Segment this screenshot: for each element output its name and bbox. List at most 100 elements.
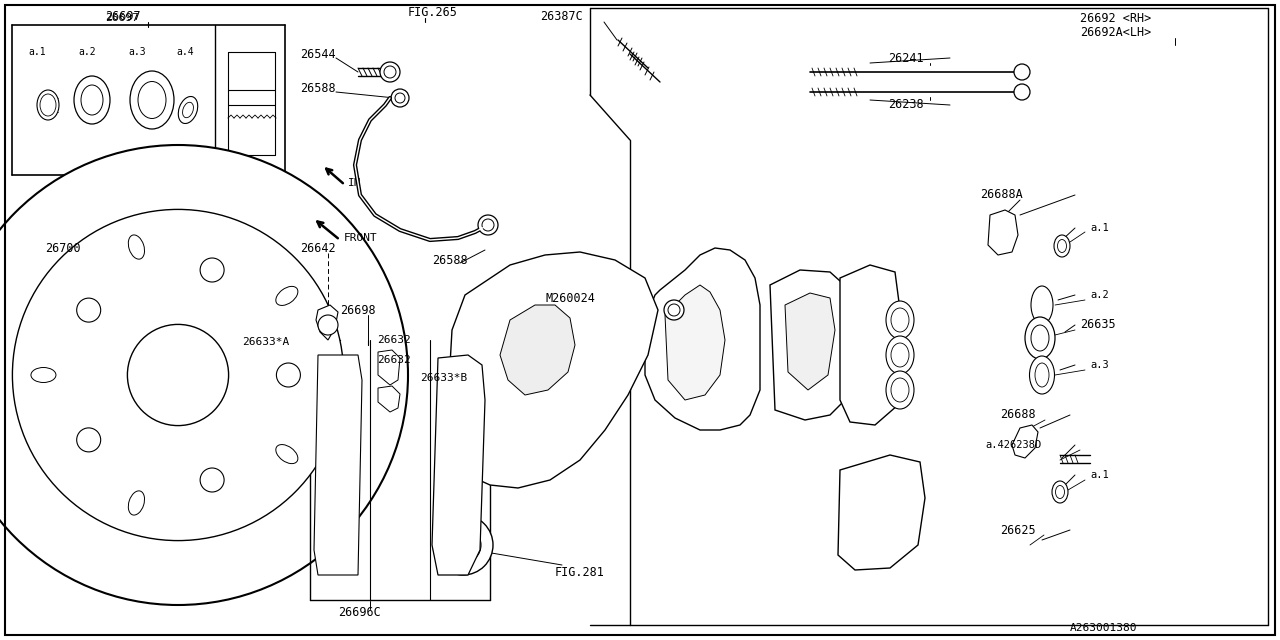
Text: 26241: 26241 [888,51,924,65]
Text: FRONT: FRONT [344,233,378,243]
Text: a.3: a.3 [1091,360,1108,370]
Text: a.1: a.1 [1091,470,1108,480]
Ellipse shape [37,90,59,120]
Ellipse shape [891,308,909,332]
Text: a.2: a.2 [1091,290,1108,300]
Circle shape [0,145,408,605]
Circle shape [668,304,680,316]
Polygon shape [378,386,399,412]
Ellipse shape [131,71,174,129]
Text: a.4: a.4 [177,47,193,57]
Polygon shape [314,355,362,575]
Text: 26625: 26625 [1000,524,1036,536]
Text: FIG.281: FIG.281 [556,566,605,579]
Text: 26642: 26642 [300,241,335,255]
Circle shape [477,215,498,235]
Text: 26588: 26588 [433,253,467,266]
Circle shape [1014,64,1030,80]
Text: 26697: 26697 [105,13,138,23]
Text: 26633*B: 26633*B [420,373,467,383]
Text: 26632: 26632 [378,355,411,365]
Polygon shape [840,265,900,425]
Text: M260024: M260024 [545,291,595,305]
Text: 26238: 26238 [888,99,924,111]
Text: 26632: 26632 [378,335,411,345]
Ellipse shape [886,371,914,409]
Text: 26688A: 26688A [980,189,1023,202]
Polygon shape [448,252,658,488]
Polygon shape [438,455,480,530]
Circle shape [317,315,338,335]
Text: 26635: 26635 [1080,319,1116,332]
Text: A263001380: A263001380 [1070,623,1138,633]
Polygon shape [316,305,338,340]
Polygon shape [988,210,1018,255]
Ellipse shape [275,445,298,463]
Polygon shape [838,455,925,570]
Text: 26387C: 26387C [540,10,582,24]
Circle shape [200,468,224,492]
Polygon shape [378,350,399,385]
Ellipse shape [1029,356,1055,394]
Text: a.1: a.1 [28,47,46,57]
Polygon shape [645,248,760,430]
Text: 26588: 26588 [300,81,335,95]
Ellipse shape [128,235,145,259]
Ellipse shape [1056,486,1065,499]
Ellipse shape [1030,286,1053,324]
Text: 26544: 26544 [300,49,335,61]
Ellipse shape [128,491,145,515]
Circle shape [128,324,229,426]
Ellipse shape [138,81,166,118]
Text: 26633*A: 26633*A [242,337,289,347]
Ellipse shape [1057,239,1066,253]
Polygon shape [433,355,485,575]
Circle shape [77,298,101,322]
Ellipse shape [1036,363,1050,387]
Text: IN: IN [348,178,361,188]
Circle shape [380,62,399,82]
Text: FIG.265: FIG.265 [408,6,458,19]
Circle shape [200,258,224,282]
Ellipse shape [1052,481,1068,503]
Circle shape [276,363,301,387]
Polygon shape [1012,425,1038,458]
Ellipse shape [1025,317,1055,359]
Polygon shape [666,285,724,400]
Ellipse shape [891,378,909,402]
Ellipse shape [31,367,56,383]
Ellipse shape [81,85,102,115]
Polygon shape [771,270,855,420]
Ellipse shape [178,97,197,124]
Circle shape [1014,84,1030,100]
Text: a.3: a.3 [128,47,146,57]
Ellipse shape [886,301,914,339]
Text: a.1: a.1 [1091,223,1108,233]
Circle shape [384,66,396,78]
Ellipse shape [891,343,909,367]
Text: 26697: 26697 [105,10,141,22]
Circle shape [77,428,101,452]
Text: 26700: 26700 [45,241,81,255]
Text: 26688: 26688 [1000,408,1036,422]
Circle shape [433,515,493,575]
Text: 26698: 26698 [340,303,375,317]
Text: 26692A<LH>: 26692A<LH> [1080,26,1151,38]
Ellipse shape [1030,325,1050,351]
Circle shape [483,219,494,231]
Polygon shape [500,305,575,395]
Polygon shape [785,293,835,390]
Circle shape [13,209,343,541]
Ellipse shape [886,336,914,374]
Circle shape [390,89,410,107]
Text: 26692 <RH>: 26692 <RH> [1080,12,1151,24]
Ellipse shape [275,286,298,305]
Circle shape [664,300,684,320]
Ellipse shape [1053,235,1070,257]
Ellipse shape [40,94,56,116]
Circle shape [445,527,481,563]
Text: a.426238D: a.426238D [986,440,1041,450]
Ellipse shape [74,76,110,124]
Text: a.2: a.2 [78,47,96,57]
Ellipse shape [183,102,193,118]
